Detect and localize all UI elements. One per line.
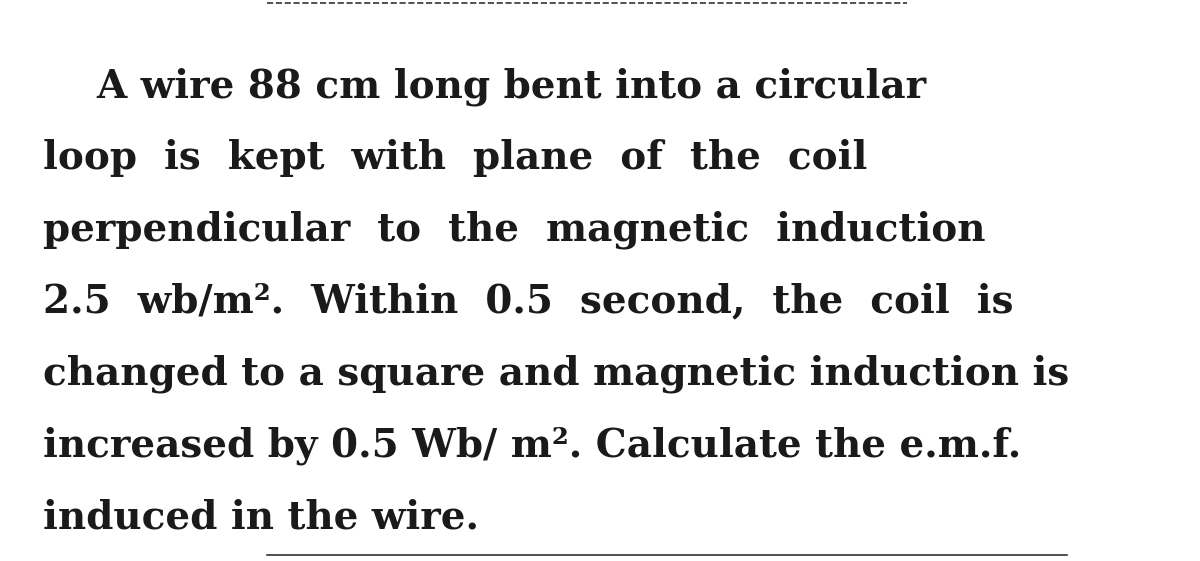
Text: 2.5  wb/m².  Within  0.5  second,  the  coil  is: 2.5 wb/m². Within 0.5 second, the coil i… xyxy=(43,283,1013,321)
Text: induced in the wire.: induced in the wire. xyxy=(43,498,479,536)
Text: perpendicular  to  the  magnetic  induction: perpendicular to the magnetic induction xyxy=(43,211,985,250)
Text: increased by 0.5 Wb/ m². Calculate the e.m.f.: increased by 0.5 Wb/ m². Calculate the e… xyxy=(43,426,1021,465)
Text: changed to a square and magnetic induction is: changed to a square and magnetic inducti… xyxy=(43,355,1069,393)
Text: loop  is  kept  with  plane  of  the  coil: loop is kept with plane of the coil xyxy=(43,139,868,177)
Text: A wire 88 cm long bent into a circular: A wire 88 cm long bent into a circular xyxy=(43,67,925,106)
